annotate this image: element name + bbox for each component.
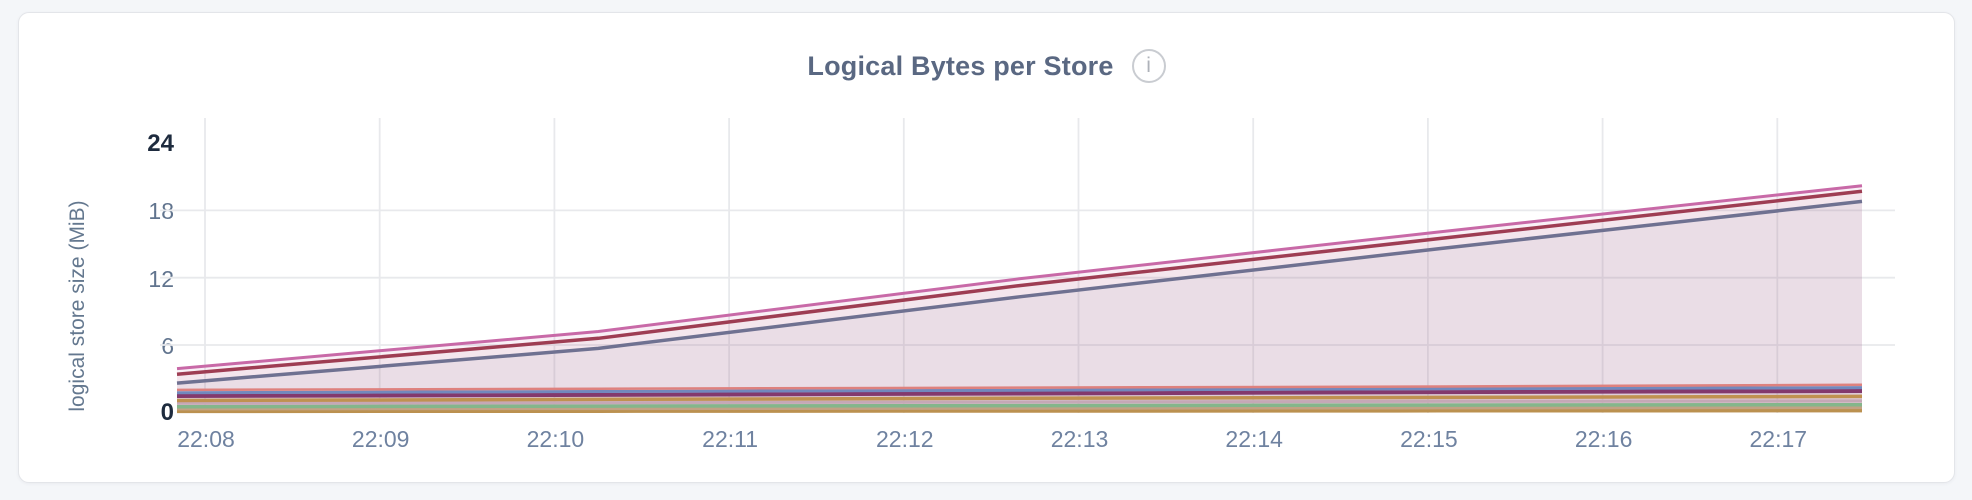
chart-header: Logical Bytes per Store i	[19, 49, 1954, 83]
x-tick-label: 22:08	[177, 426, 235, 452]
info-icon[interactable]: i	[1131, 49, 1166, 83]
x-tick-label: 22:15	[1400, 426, 1458, 452]
y-tick-label: 12	[148, 265, 174, 292]
x-tick-label: 22:10	[526, 426, 585, 452]
y-axis-title: logical store size (MiB)	[66, 200, 89, 412]
y-tick-label: 18	[148, 198, 174, 225]
x-tick-label: 22:09	[351, 426, 410, 452]
y-tick-label: 0	[160, 399, 174, 427]
x-tick-label: 22:12	[876, 426, 934, 452]
x-tick-label: 22:13	[1050, 426, 1109, 452]
x-tick-label: 22:16	[1574, 426, 1633, 452]
chart-title: Logical Bytes per Store	[807, 50, 1114, 81]
x-tick-label: 22:14	[1225, 426, 1283, 452]
y-tick-label: 6	[161, 332, 174, 359]
x-tick-label: 22:17	[1749, 426, 1808, 452]
y-tick-label: 24	[147, 130, 174, 158]
x-tick-label: 22:11	[702, 426, 759, 452]
chart-card: Logical Bytes per Store i logical store …	[18, 12, 1955, 483]
